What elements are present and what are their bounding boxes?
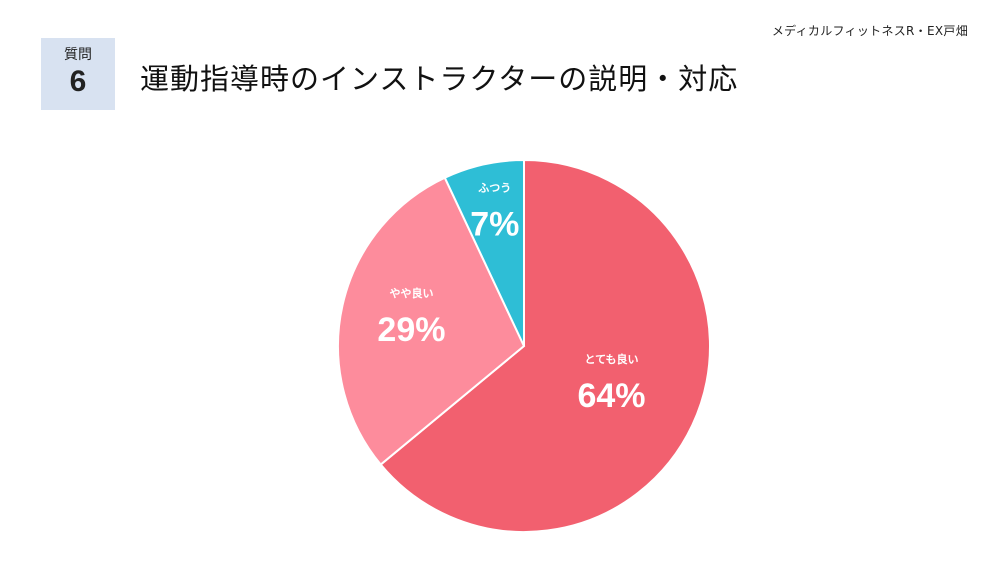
pie-slice-2 — [443, 158, 525, 347]
slice-value-1: 29% — [377, 311, 445, 349]
question-label: 質問 — [64, 47, 92, 63]
question-number: 6 — [69, 65, 87, 98]
slice-label-2: ふつう — [478, 181, 511, 194]
pie-slice-0 — [379, 158, 711, 533]
source-label: メディカルフィットネスR・EX戸畑 — [771, 24, 968, 38]
question-badge: 質問 6 — [41, 38, 115, 110]
slice-label-0: とても良い — [584, 352, 638, 366]
slice-label-1: やや良い — [389, 286, 433, 300]
slice-value-0: 64% — [577, 377, 645, 415]
slice-value-2: 7% — [470, 205, 519, 243]
page-title: 運動指導時のインストラクターの説明・対応 — [140, 62, 739, 96]
